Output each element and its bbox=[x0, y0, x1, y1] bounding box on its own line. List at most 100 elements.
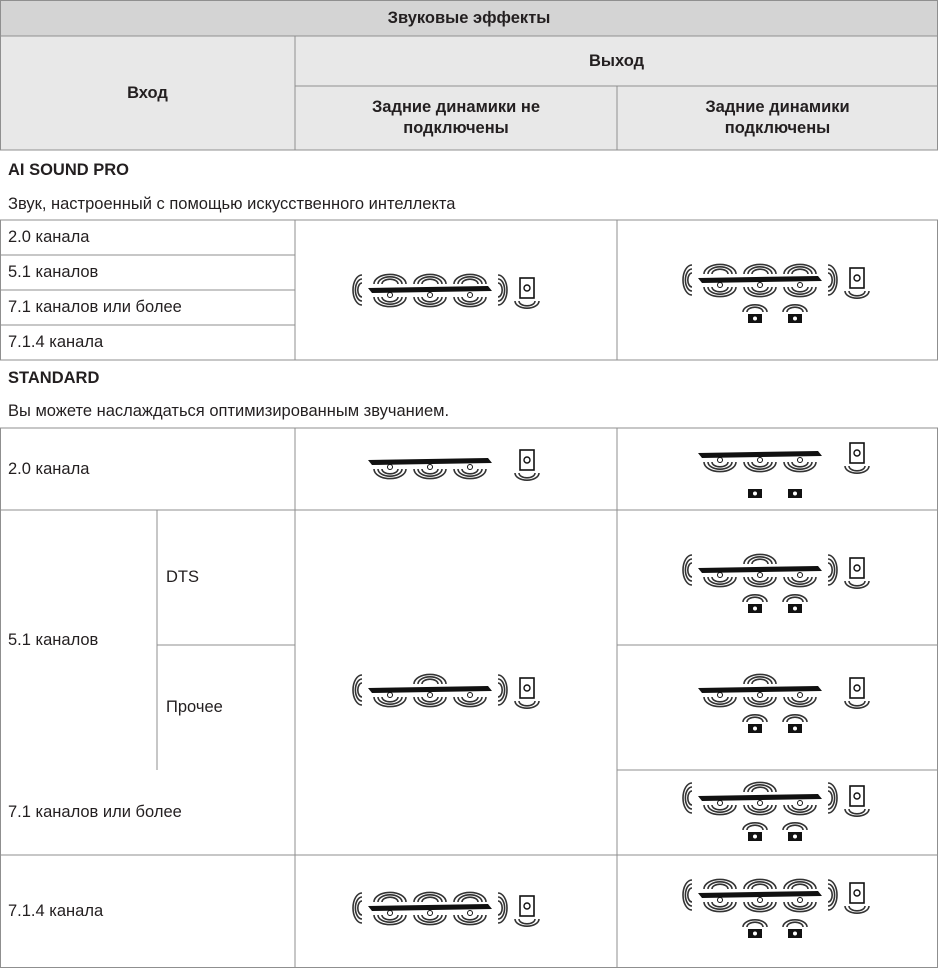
wave bbox=[373, 696, 407, 708]
wave bbox=[751, 804, 769, 811]
wave bbox=[357, 282, 363, 298]
wave bbox=[711, 268, 729, 275]
wave bbox=[421, 678, 439, 685]
driver bbox=[757, 692, 763, 698]
wave bbox=[707, 461, 733, 470]
wave bbox=[747, 461, 773, 470]
driver bbox=[427, 464, 433, 470]
driver bbox=[717, 457, 723, 463]
driver bbox=[797, 692, 803, 698]
wave bbox=[783, 263, 817, 275]
wave bbox=[827, 558, 836, 582]
wave bbox=[747, 804, 773, 813]
wave bbox=[461, 468, 479, 475]
wave bbox=[743, 804, 777, 816]
wave bbox=[421, 278, 439, 285]
wave bbox=[786, 921, 804, 928]
rear-driver bbox=[793, 316, 797, 321]
wave bbox=[844, 808, 870, 817]
column-header: Задние динамики подключены bbox=[705, 98, 850, 137]
row-label: 5.1 каналов bbox=[8, 263, 99, 282]
wave bbox=[687, 272, 693, 288]
wave bbox=[787, 804, 813, 813]
wave bbox=[827, 786, 836, 810]
header-bg bbox=[0, 36, 938, 150]
wave bbox=[682, 879, 693, 911]
wave bbox=[783, 696, 817, 708]
wave bbox=[786, 824, 804, 831]
rear-driver bbox=[753, 491, 757, 496]
wave bbox=[751, 576, 769, 583]
table-title: Звуковые эффекты bbox=[387, 8, 551, 27]
wave bbox=[711, 461, 729, 468]
soundbar-icon bbox=[352, 273, 540, 309]
rear-driver bbox=[793, 726, 797, 731]
soundbar-icon bbox=[368, 449, 540, 481]
wave bbox=[413, 696, 447, 708]
icons bbox=[352, 263, 870, 938]
driver bbox=[467, 292, 473, 298]
wave bbox=[413, 914, 447, 926]
bar bbox=[698, 276, 822, 283]
driver bbox=[717, 800, 723, 806]
wave bbox=[377, 296, 403, 305]
wave bbox=[497, 682, 503, 698]
wave bbox=[707, 881, 733, 890]
wave bbox=[751, 901, 769, 908]
wave bbox=[703, 576, 737, 588]
wave bbox=[787, 266, 813, 275]
wave bbox=[453, 296, 487, 308]
wave bbox=[417, 914, 443, 923]
wave bbox=[844, 580, 870, 589]
wave bbox=[377, 468, 403, 477]
rear-driver bbox=[753, 726, 757, 731]
output-header: Выход bbox=[588, 51, 645, 70]
wave bbox=[461, 696, 479, 703]
wave bbox=[848, 808, 866, 815]
wave bbox=[782, 304, 808, 313]
soundbar-icon bbox=[698, 673, 870, 733]
subwoofer bbox=[849, 882, 865, 904]
driver bbox=[797, 282, 803, 288]
subwoofer bbox=[519, 277, 535, 299]
wave bbox=[682, 264, 693, 296]
row-label: 2.0 канала bbox=[8, 228, 90, 247]
rear-driver bbox=[753, 606, 757, 611]
wave bbox=[453, 891, 487, 903]
wave bbox=[791, 883, 809, 890]
wave bbox=[711, 576, 729, 583]
wave bbox=[421, 696, 439, 703]
wave bbox=[514, 472, 540, 481]
rear-driver bbox=[793, 491, 797, 496]
wave bbox=[518, 300, 536, 307]
subwoofer bbox=[519, 895, 535, 917]
wave bbox=[703, 696, 737, 708]
wave bbox=[791, 901, 809, 908]
wave bbox=[742, 594, 768, 603]
bar bbox=[368, 458, 492, 465]
wave bbox=[848, 905, 866, 912]
wave bbox=[684, 786, 693, 810]
wave bbox=[711, 883, 729, 890]
section-description: Вы можете наслаждаться оптимизированным … bbox=[8, 401, 450, 420]
wave bbox=[747, 676, 773, 685]
subwoofer bbox=[849, 267, 865, 289]
wave bbox=[746, 716, 764, 723]
wave bbox=[742, 714, 768, 723]
wave bbox=[421, 468, 439, 475]
bar bbox=[698, 566, 822, 573]
wave bbox=[461, 914, 479, 921]
wave bbox=[497, 674, 508, 706]
title-bg bbox=[0, 0, 938, 36]
row-label: 7.1 каналов или более bbox=[8, 803, 182, 822]
wave bbox=[514, 300, 540, 309]
wave bbox=[497, 900, 503, 916]
wave bbox=[787, 901, 813, 910]
wave bbox=[711, 901, 729, 908]
wave bbox=[703, 461, 737, 473]
driver bbox=[797, 800, 803, 806]
wave bbox=[783, 461, 817, 473]
wave bbox=[457, 914, 483, 923]
wave bbox=[682, 554, 693, 586]
subwoofer bbox=[849, 557, 865, 579]
